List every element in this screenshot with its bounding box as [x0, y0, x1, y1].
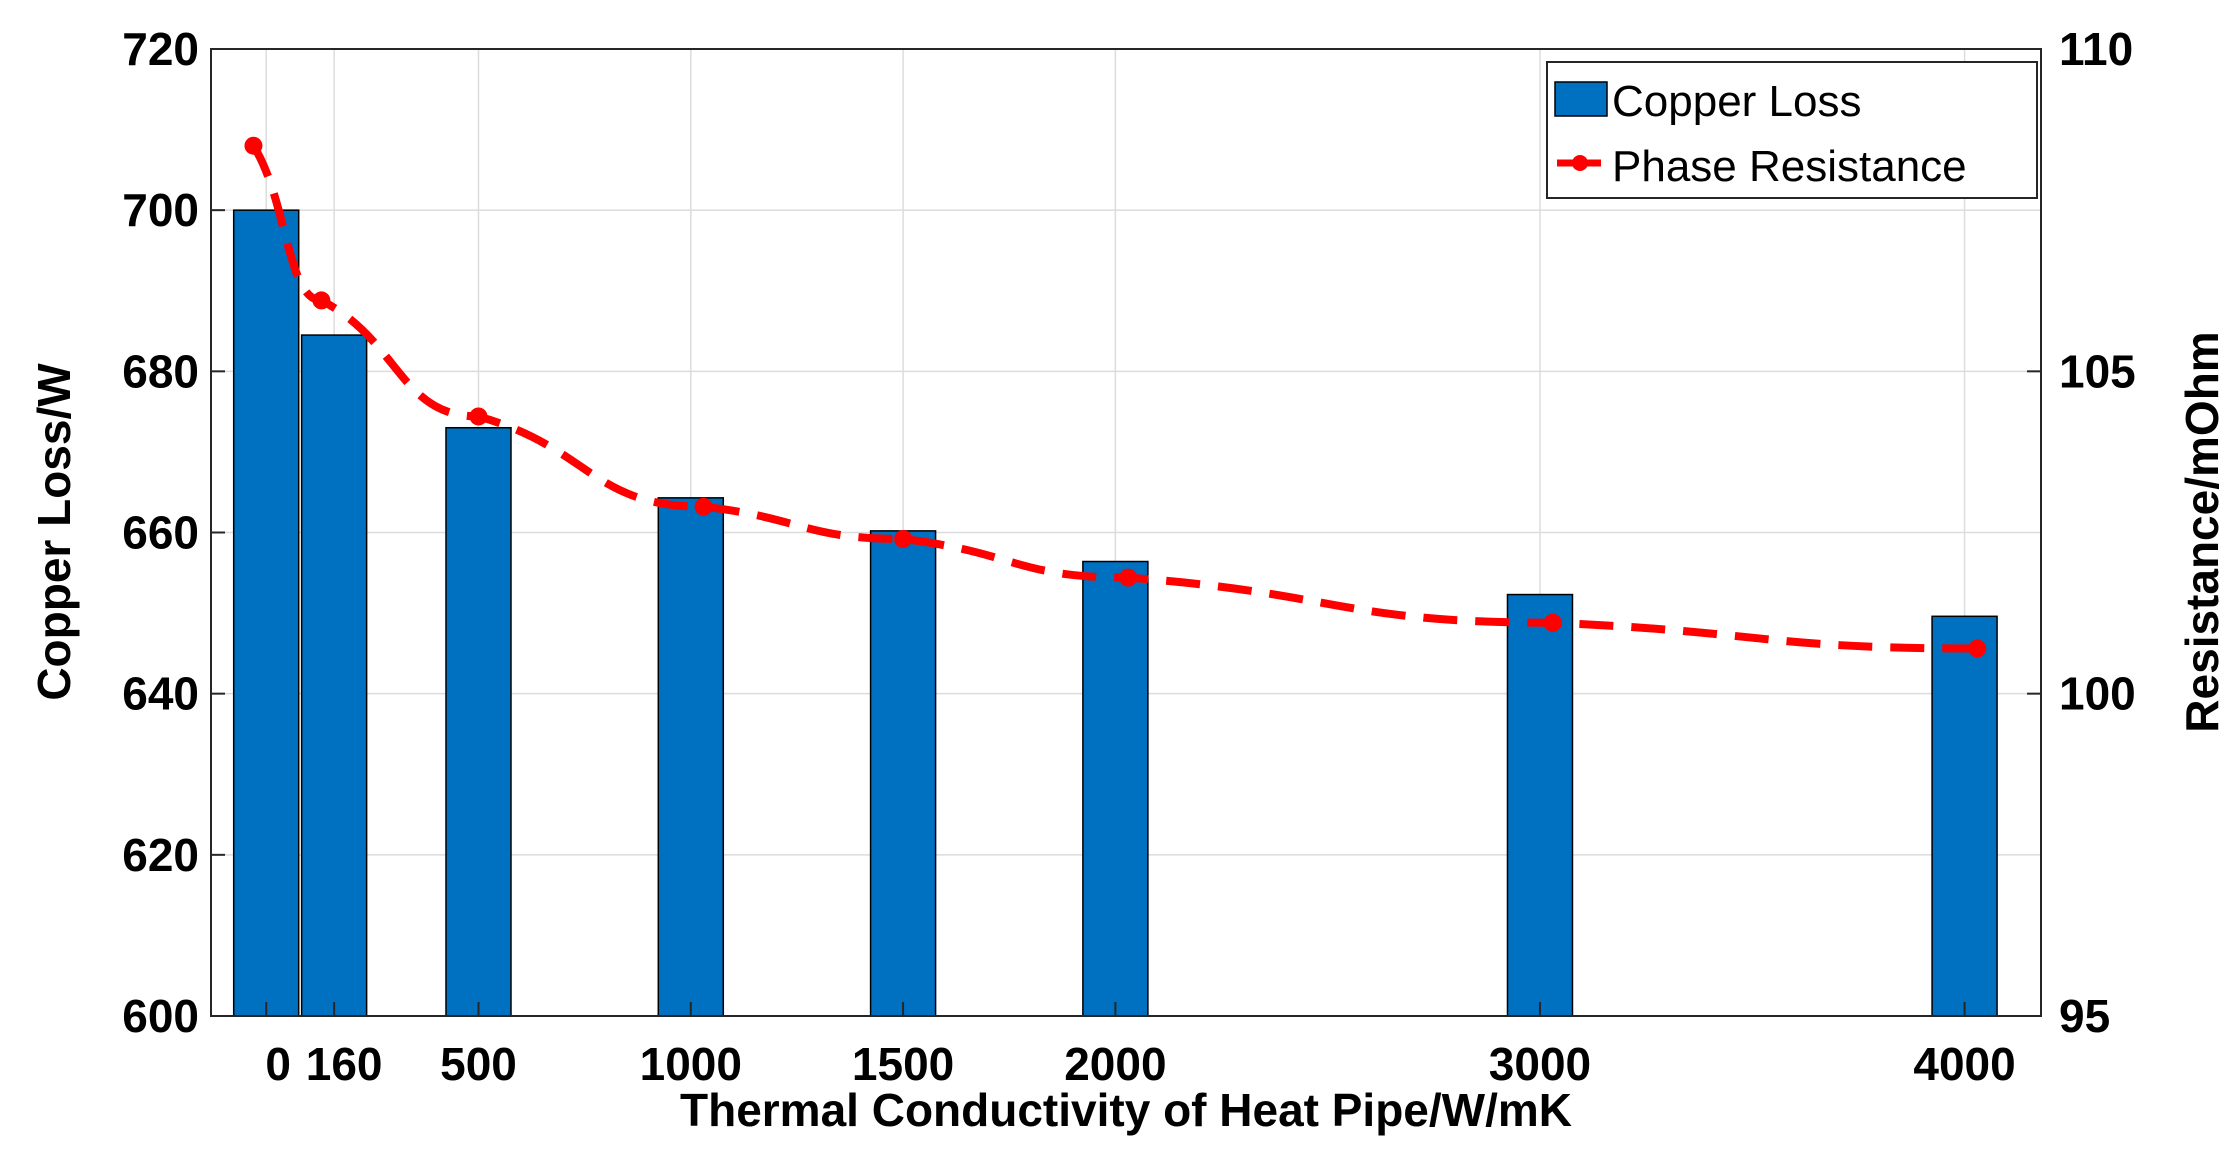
phase-resistance-point — [312, 291, 331, 310]
bar — [1506, 593, 1574, 1017]
bar — [869, 530, 937, 1017]
phase-resistance-point — [1543, 613, 1562, 632]
y2-axis-label: Resistance/mOhm — [2176, 331, 2228, 732]
x-axis-label: Thermal Conductivity of Heat Pipe/W/mK — [680, 1084, 1572, 1136]
bar — [445, 426, 512, 1017]
copper-loss-bars — [232, 209, 1998, 1017]
y-tick-label: 640 — [122, 668, 199, 720]
phase-resistance-point — [1968, 639, 1987, 658]
legend-box — [1546, 61, 2038, 199]
y-axis-label: Copper Loss/W — [28, 363, 80, 701]
x-tick-label: 2000 — [1064, 1038, 1166, 1090]
x-tick-label: 3000 — [1489, 1038, 1591, 1090]
x-tick-label: 500 — [440, 1038, 517, 1090]
y2-tick-label: 100 — [2059, 668, 2136, 720]
phase-resistance-point — [894, 529, 913, 548]
y-axis-left: 600 620 640 660 680 700 720 — [122, 23, 225, 1042]
phase-resistance-point — [469, 407, 488, 426]
y2-tick-label: 110 — [2059, 23, 2133, 75]
y-tick-label: 660 — [122, 507, 199, 559]
bar — [657, 497, 725, 1017]
phase-resistance-line — [244, 136, 1987, 658]
x-tick-label: 1500 — [852, 1038, 954, 1090]
legend-marker-phase-resistance — [1572, 155, 1588, 171]
x-tick-label: 1000 — [640, 1038, 742, 1090]
bar — [1082, 560, 1149, 1017]
x-tick-label: 160 — [306, 1038, 383, 1090]
y-tick-label: 720 — [122, 23, 199, 75]
legend: Copper Loss Phase Resistance — [1546, 61, 2038, 199]
phase-resistance-point — [1119, 568, 1138, 587]
phase-resistance-point — [694, 497, 713, 516]
legend-label-copper-loss: Copper Loss — [1612, 77, 1861, 126]
y-tick-label: 600 — [122, 990, 199, 1042]
bar — [232, 209, 300, 1017]
legend-swatch-copper-loss — [1554, 81, 1608, 117]
bar — [300, 334, 368, 1017]
x-axis: 0 160 500 1000 1500 2000 3000 4000 — [265, 1002, 2016, 1090]
y2-tick-label: 105 — [2059, 345, 2136, 397]
y-tick-label: 700 — [122, 184, 199, 236]
y-tick-label: 620 — [122, 829, 199, 881]
y-tick-label: 680 — [122, 345, 199, 397]
x-tick-label: 0 — [265, 1038, 291, 1090]
y2-tick-label: 95 — [2059, 990, 2110, 1042]
y-axis-right: 95 100 105 110 — [2027, 23, 2136, 1042]
phase-resistance-point — [244, 136, 263, 155]
x-tick-label: 4000 — [1913, 1038, 2015, 1090]
legend-label-phase-resistance: Phase Resistance — [1612, 142, 1967, 191]
bar — [1931, 615, 1998, 1017]
